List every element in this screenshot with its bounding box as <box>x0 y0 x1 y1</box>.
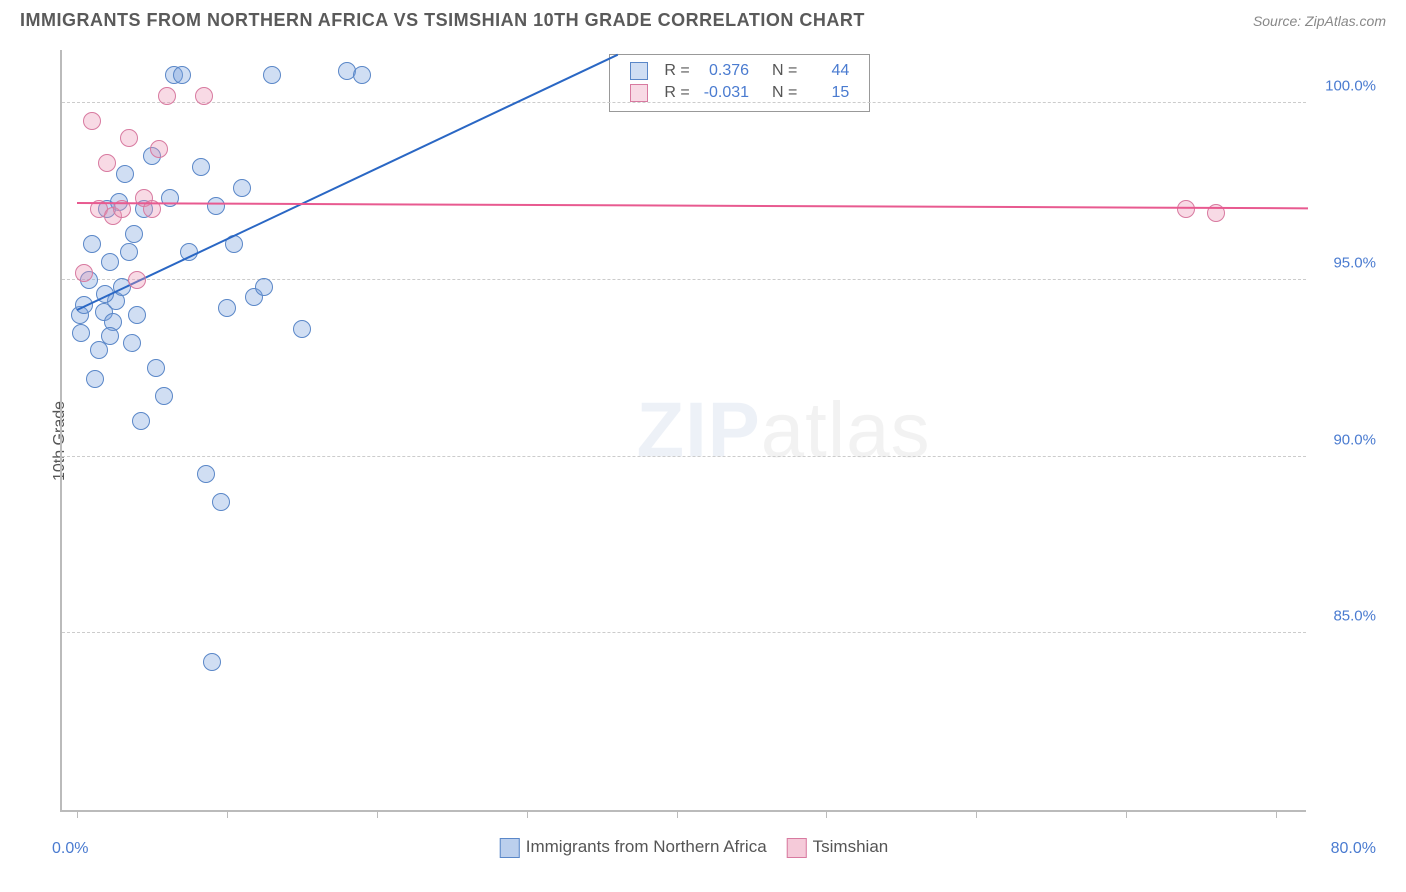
plot-region: ZIPatlas R =0.376 N =44R =-0.031 N =15 0… <box>60 50 1306 812</box>
data-point <box>83 112 101 130</box>
x-axis-min-label: 0.0% <box>52 840 88 858</box>
data-point <box>147 359 165 377</box>
data-point <box>125 225 143 243</box>
n-value: 44 <box>805 61 855 81</box>
source-label: Source: <box>1253 13 1305 29</box>
legend-label: Immigrants from Northern Africa <box>526 837 767 856</box>
x-axis-max-label: 80.0% <box>1331 840 1376 858</box>
legend-row: R =-0.031 N =15 <box>624 83 855 103</box>
data-point <box>233 179 251 197</box>
data-point <box>123 334 141 352</box>
gridline <box>62 632 1306 633</box>
data-point <box>86 370 104 388</box>
data-point <box>101 253 119 271</box>
data-point <box>255 278 273 296</box>
data-point <box>75 264 93 282</box>
x-tick <box>1126 810 1127 818</box>
data-point <box>192 158 210 176</box>
gridline <box>62 456 1306 457</box>
series-legend: Immigrants from Northern Africa Tsimshian <box>480 837 889 858</box>
data-point <box>197 465 215 483</box>
watermark-zip: ZIP <box>636 386 760 474</box>
data-point <box>293 320 311 338</box>
data-point <box>116 165 134 183</box>
gridline <box>62 279 1306 280</box>
data-point <box>128 271 146 289</box>
data-point <box>212 493 230 511</box>
x-tick <box>1276 810 1277 818</box>
r-label: R = <box>658 61 695 81</box>
y-tick-label: 85.0% <box>1333 608 1376 625</box>
data-point <box>128 306 146 324</box>
data-point <box>132 412 150 430</box>
x-tick <box>227 810 228 818</box>
data-point <box>101 327 119 345</box>
source-attribution: Source: ZipAtlas.com <box>1253 13 1386 29</box>
data-point <box>203 653 221 671</box>
legend-label: Tsimshian <box>813 837 889 856</box>
n-label: N = <box>757 61 803 81</box>
y-tick-label: 100.0% <box>1325 78 1376 95</box>
x-tick <box>77 810 78 818</box>
data-point <box>120 243 138 261</box>
watermark-atlas: atlas <box>761 386 931 474</box>
r-value: 0.376 <box>698 61 755 81</box>
gridline <box>62 102 1306 103</box>
data-point <box>120 129 138 147</box>
data-point <box>207 197 225 215</box>
x-tick <box>826 810 827 818</box>
r-label: R = <box>658 83 695 103</box>
data-point <box>195 87 213 105</box>
trend-line <box>77 202 1308 209</box>
r-value: -0.031 <box>698 83 755 103</box>
legend-row: R =0.376 N =44 <box>624 61 855 81</box>
data-point <box>98 154 116 172</box>
legend-swatch <box>787 838 807 858</box>
chart-area: 10th Grade ZIPatlas R =0.376 N =44R =-0.… <box>50 50 1386 832</box>
data-point <box>150 140 168 158</box>
data-point <box>158 87 176 105</box>
watermark: ZIPatlas <box>636 385 930 476</box>
data-point <box>72 324 90 342</box>
header: IMMIGRANTS FROM NORTHERN AFRICA VS TSIMS… <box>0 0 1406 41</box>
y-tick-label: 95.0% <box>1333 254 1376 271</box>
n-label: N = <box>757 83 803 103</box>
legend-swatch <box>630 62 648 80</box>
x-tick <box>377 810 378 818</box>
legend-swatch <box>630 84 648 102</box>
data-point <box>173 66 191 84</box>
n-value: 15 <box>805 83 855 103</box>
legend-swatch <box>500 838 520 858</box>
data-point <box>83 235 101 253</box>
data-point <box>218 299 236 317</box>
x-tick <box>677 810 678 818</box>
x-tick <box>976 810 977 818</box>
data-point <box>155 387 173 405</box>
data-point <box>263 66 281 84</box>
correlation-table: R =0.376 N =44R =-0.031 N =15 <box>622 59 857 105</box>
data-point <box>161 189 179 207</box>
correlation-legend: R =0.376 N =44R =-0.031 N =15 <box>609 54 870 112</box>
x-tick <box>527 810 528 818</box>
data-point <box>353 66 371 84</box>
y-tick-label: 90.0% <box>1333 431 1376 448</box>
chart-title: IMMIGRANTS FROM NORTHERN AFRICA VS TSIMS… <box>20 10 865 31</box>
source-value: ZipAtlas.com <box>1305 13 1386 29</box>
data-point <box>1177 200 1195 218</box>
